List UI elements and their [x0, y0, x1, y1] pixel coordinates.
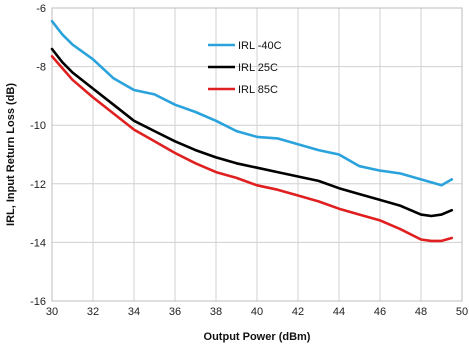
series-line-2	[50, 55, 454, 243]
legend: IRL -40C IRL 25C IRL 85C	[208, 40, 282, 96]
y-axis-ticks: -6 -8 -10 -12 -14 -16	[30, 3, 46, 308]
legend-label: IRL -40C	[238, 40, 282, 52]
x-tick-label: 36	[169, 306, 181, 318]
legend-label: IRL 25C	[238, 62, 278, 74]
y-tick-label: -14	[30, 237, 46, 249]
x-tick-label: 48	[415, 306, 427, 318]
x-tick-label: 40	[251, 306, 263, 318]
x-tick-label: 42	[292, 306, 304, 318]
y-tick-label: -16	[30, 296, 46, 308]
x-tick-label: 32	[87, 306, 99, 318]
x-tick-label: 38	[210, 306, 222, 318]
y-tick-label: -6	[36, 3, 46, 15]
x-axis-ticks: 30 32 34 36 38 40 42 44 46 48 50	[46, 306, 468, 318]
y-tick-label: -10	[30, 120, 46, 132]
x-tick-label: 50	[456, 306, 468, 318]
y-axis-title: IRL, Input Return Loss (dB)	[5, 83, 17, 226]
x-tick-label: 44	[333, 306, 345, 318]
x-tick-label: 34	[128, 306, 140, 318]
plot-area-border	[51, 7, 463, 302]
y-tick-label: -12	[30, 179, 46, 191]
x-tick-label: 30	[46, 306, 58, 318]
x-axis-title: Output Power (dBm)	[204, 331, 311, 343]
y-tick-label: -8	[36, 62, 46, 74]
x-tick-label: 46	[374, 306, 386, 318]
series-lines	[50, 19, 454, 243]
series-line-1	[50, 47, 454, 218]
series-line-0	[50, 19, 454, 187]
legend-label: IRL 85C	[238, 84, 278, 96]
